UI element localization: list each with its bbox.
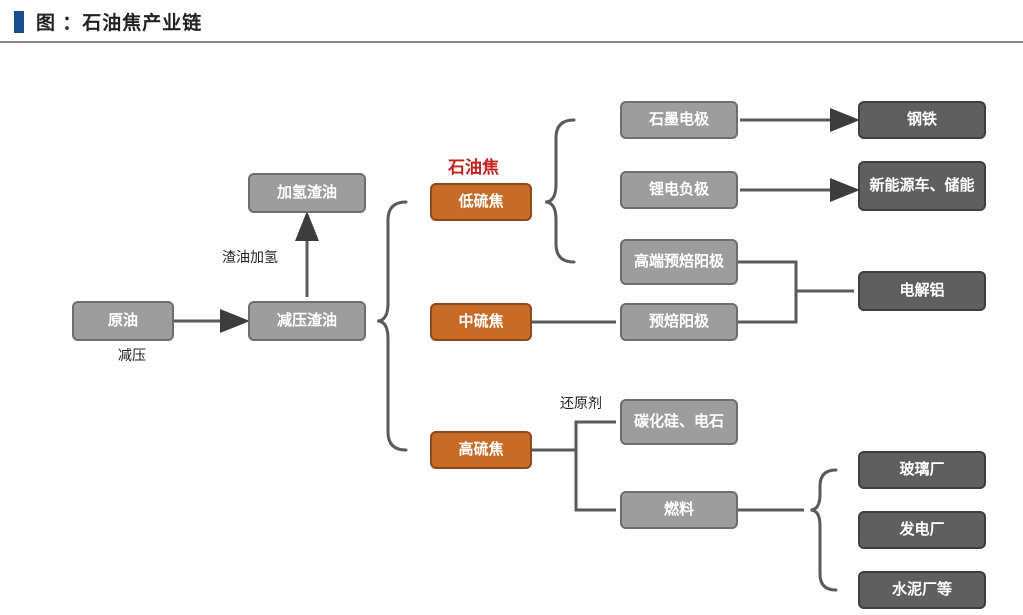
figure-title: 图 ：石油焦产业链 [36, 8, 202, 35]
elbow-prebake-alu [738, 291, 796, 322]
node-power: 发电厂 [858, 511, 986, 549]
node-nev: 新能源车、储能 [858, 161, 986, 211]
edge-label-1: 渣油加氢 [222, 247, 278, 267]
edge-label-2: 还原剂 [560, 393, 602, 413]
edge-label-0: 减压 [118, 345, 146, 365]
node-vacres: 减压渣油 [248, 301, 366, 341]
diagram-canvas: 石油焦 原油 减压渣油 加氢渣油 低硫焦中硫焦高硫焦 石墨电极锂电负极高端预焙阳极预焙阳… [0, 43, 1023, 613]
node-ealu: 电解铝 [858, 271, 986, 311]
node-steel: 钢铁 [858, 101, 986, 139]
elbow-hprebake-alu [738, 262, 854, 291]
brace-b2 [545, 120, 574, 262]
node-hydrores: 加氢渣油 [248, 173, 366, 213]
node-crude: 原油 [72, 301, 174, 341]
elbow-highs-fuel [576, 450, 616, 510]
node-fuel: 燃料 [620, 491, 738, 529]
node-graphite: 石墨电极 [620, 101, 738, 139]
section-heading-petcoke: 石油焦 [448, 153, 499, 178]
node-hprebake: 高端预焙阳极 [620, 239, 738, 285]
node-lianode: 锂电负极 [620, 171, 738, 209]
brace-b3 [810, 470, 836, 590]
title-main: 石油焦产业链 [82, 13, 202, 34]
title-prefix: 图 ： [36, 13, 82, 34]
node-glass: 玻璃厂 [858, 451, 986, 489]
node-highs: 高硫焦 [430, 431, 532, 469]
node-mids: 中硫焦 [430, 303, 532, 341]
brace-b1 [377, 202, 406, 450]
node-prebake: 预焙阳极 [620, 303, 738, 341]
elbow-highs-sic [532, 422, 616, 450]
node-cement: 水泥厂等 [858, 571, 986, 609]
node-sic: 碳化硅、电石 [620, 399, 738, 445]
title-marker [14, 11, 24, 33]
node-lows: 低硫焦 [430, 183, 532, 221]
figure-title-bar: 图 ：石油焦产业链 [0, 0, 1023, 43]
